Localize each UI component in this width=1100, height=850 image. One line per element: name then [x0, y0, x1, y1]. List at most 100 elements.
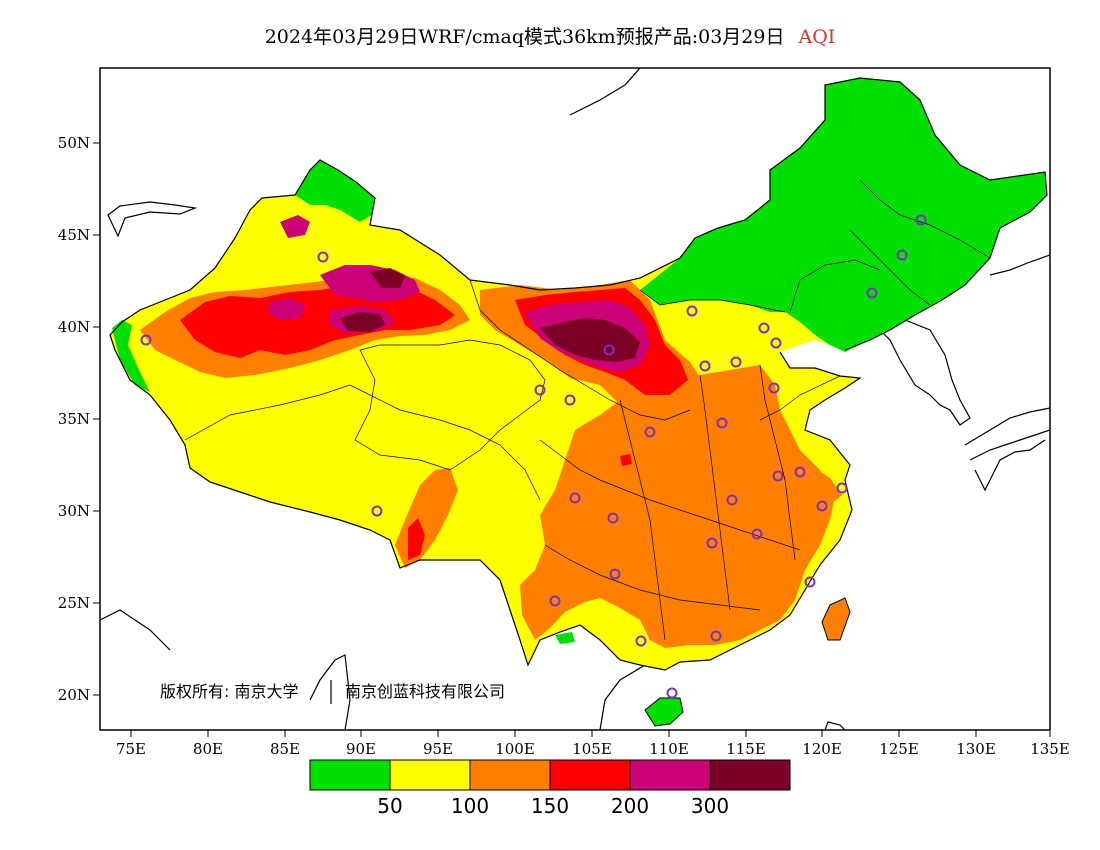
lon-label-130e: 130E	[956, 740, 996, 758]
jiangsu-orange	[795, 468, 842, 505]
indochina-coast	[309, 654, 646, 730]
lon-label-110e: 110E	[649, 740, 689, 758]
lon-label-85e: 85E	[270, 740, 300, 758]
station-lanzhou	[564, 394, 576, 406]
hainan-green	[645, 698, 683, 726]
india-coast	[100, 609, 171, 651]
station-haikou	[666, 687, 678, 699]
lat-label-45n: 45N	[58, 226, 90, 244]
aqi-legend: 50 100 150 200 300	[309, 759, 791, 818]
station-xining	[534, 384, 546, 396]
station-hohhot	[686, 305, 698, 317]
station-nanchang	[751, 528, 763, 540]
station-jinan	[768, 382, 780, 394]
station-lhasa	[371, 505, 383, 517]
lat-label-20n: 20N	[58, 686, 90, 704]
china-border	[109, 77, 1048, 667]
station-nanning	[635, 635, 647, 647]
lon-axis: 75E 80E 85E 90E 95E 100E 105E 110E 115E …	[116, 730, 1070, 758]
station-zhengzhou	[716, 417, 728, 429]
lon-label-135e: 135E	[1030, 740, 1070, 758]
japan-coast	[964, 407, 1050, 492]
province-boundaries	[184, 179, 991, 641]
station-beijing	[758, 322, 770, 334]
station-harbin	[915, 214, 927, 226]
station-chongqing	[607, 512, 619, 524]
map-area: 版权所有: 南京大学 南京创蓝科技有限公司	[100, 68, 1050, 730]
northwest-maroon	[540, 318, 640, 362]
philippines-coast	[824, 721, 846, 730]
tibet-red	[408, 518, 425, 560]
lat-label-30n: 30N	[58, 502, 90, 520]
legend-swatch-moderate	[389, 759, 471, 791]
legend-label-150: 150	[531, 794, 569, 818]
lat-label-40n: 40N	[58, 318, 90, 336]
lat-label-50n: 50N	[58, 134, 90, 152]
northwest-green	[295, 160, 375, 222]
station-markers	[140, 214, 927, 699]
station-hangzhou	[816, 500, 828, 512]
map-frame	[99, 67, 1051, 731]
copyright-owner: 版权所有: 南京大学	[160, 682, 298, 701]
xinjiang-west-magenta	[268, 298, 305, 320]
korea-coast	[878, 319, 971, 426]
legend-swatch-heavy	[629, 759, 711, 791]
legend-swatch-light	[469, 759, 551, 791]
title-variable: AQI	[798, 26, 836, 48]
lake-balkhash	[107, 201, 198, 238]
lon-label-105e: 105E	[572, 740, 612, 758]
taiwan-outline	[821, 597, 851, 641]
legend-swatch-good	[309, 759, 391, 791]
central-orange	[520, 365, 835, 648]
station-guiyang	[609, 568, 621, 580]
station-chengdu	[569, 492, 581, 504]
station-changchun	[896, 249, 908, 261]
foreign-coastlines	[100, 68, 1050, 730]
lat-axis: 50N 45N 40N 35N 30N 25N 20N	[58, 134, 100, 704]
xinjiang-north-maroon	[370, 268, 405, 288]
lon-label-80e: 80E	[193, 740, 223, 758]
legend-label-300: 300	[691, 794, 729, 818]
station-urumqi	[317, 251, 329, 263]
lon-label-75e: 75E	[116, 740, 146, 758]
station-xian	[644, 426, 656, 438]
lon-label-125e: 125E	[879, 740, 919, 758]
station-shanghai	[836, 482, 848, 494]
station-shenyang	[866, 287, 878, 299]
china-coastline	[639, 351, 862, 671]
station-taiyuan	[699, 360, 711, 372]
station-kashgar	[140, 334, 152, 346]
northeast-green	[640, 78, 1047, 352]
station-fuzhou	[804, 576, 816, 588]
station-shijiazhuang	[730, 356, 742, 368]
russia-coast-north	[569, 68, 641, 116]
lon-label-90e: 90E	[346, 740, 376, 758]
copyright-company: 南京创蓝科技有限公司	[345, 682, 505, 701]
station-changsha	[706, 537, 718, 549]
xinjiang-maroon	[340, 312, 385, 332]
station-hefei	[772, 470, 784, 482]
lon-label-95e: 95E	[423, 740, 453, 758]
guangxi-green	[555, 632, 575, 644]
legend-swatch-severe	[709, 759, 791, 791]
legend-label-50: 50	[377, 794, 402, 818]
hainan-outline	[644, 697, 684, 727]
taiwan-orange	[822, 598, 850, 640]
lon-label-100e: 100E	[495, 740, 535, 758]
title-main: 2024年03月29日WRF/cmaq模式36km预报产品:03月29日	[264, 26, 785, 48]
station-nanjing	[794, 466, 806, 478]
station-tianjin	[770, 337, 782, 349]
map-title: 2024年03月29日WRF/cmaq模式36km预报产品:03月29日 AQI	[0, 22, 1100, 49]
lat-label-35n: 35N	[58, 410, 90, 428]
ili-magenta	[280, 215, 310, 238]
station-yinchuan	[603, 344, 615, 356]
legend-swatch-medium	[549, 759, 631, 791]
chongqing-red	[620, 454, 632, 466]
west-border-green	[112, 320, 150, 392]
lat-label-25n: 25N	[58, 594, 90, 612]
station-kunming	[549, 595, 561, 607]
lon-label-120e: 120E	[802, 740, 842, 758]
station-guangzhou	[710, 630, 722, 642]
station-wuhan	[726, 494, 738, 506]
